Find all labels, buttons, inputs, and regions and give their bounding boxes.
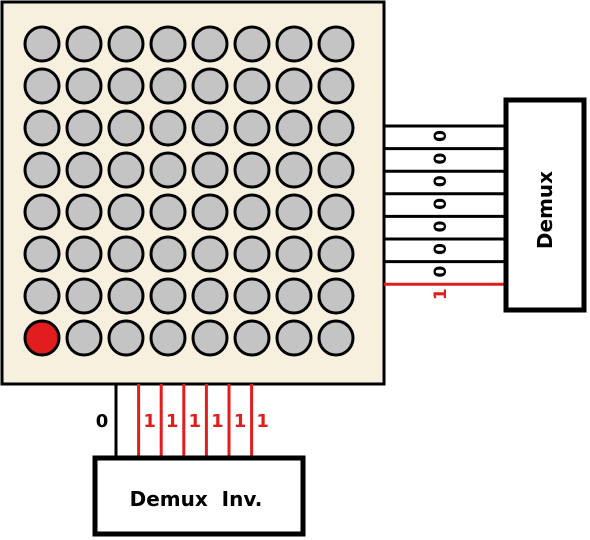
row-value: 1 — [431, 288, 451, 300]
led — [107, 193, 145, 231]
row-value: 0 — [431, 198, 451, 210]
led — [191, 235, 229, 273]
led — [149, 109, 187, 147]
row-value-labels: 0 0 0 0 0 0 0 1 — [431, 130, 451, 300]
led — [233, 109, 271, 147]
led — [23, 67, 61, 105]
led — [65, 151, 103, 189]
led — [149, 193, 187, 231]
bottom-demux-box — [92, 455, 306, 537]
led — [275, 151, 313, 189]
led — [317, 277, 355, 315]
led — [275, 109, 313, 147]
led — [275, 235, 313, 273]
led — [191, 25, 229, 63]
led — [107, 319, 145, 357]
led — [65, 277, 103, 315]
row-value: 0 — [431, 266, 451, 278]
led — [317, 109, 355, 147]
led — [233, 67, 271, 105]
led — [275, 277, 313, 315]
led — [23, 235, 61, 273]
led — [65, 193, 103, 231]
led — [149, 277, 187, 315]
column-value: 1 — [234, 411, 247, 432]
led — [149, 235, 187, 273]
column-value: 1 — [166, 411, 179, 432]
column-value: 0 — [96, 411, 109, 432]
led-matrix-board — [0, 0, 386, 386]
row-wires — [384, 124, 506, 286]
led — [275, 25, 313, 63]
led — [233, 25, 271, 63]
led — [317, 151, 355, 189]
led — [107, 67, 145, 105]
led — [65, 319, 103, 357]
led — [233, 193, 271, 231]
column-value: 1 — [143, 411, 156, 432]
row-value: 0 — [431, 153, 451, 165]
led — [275, 67, 313, 105]
led — [191, 277, 229, 315]
row-value: 0 — [431, 175, 451, 187]
led — [107, 277, 145, 315]
led — [23, 151, 61, 189]
led — [23, 277, 61, 315]
led — [317, 25, 355, 63]
led — [23, 193, 61, 231]
led — [107, 151, 145, 189]
led — [23, 109, 61, 147]
led — [191, 319, 229, 357]
column-value: 1 — [189, 411, 202, 432]
row-value: 0 — [431, 220, 451, 232]
row-value: 0 — [431, 130, 451, 142]
led — [317, 193, 355, 231]
led — [233, 151, 271, 189]
right-demux-label: Demux — [533, 171, 557, 249]
led — [107, 25, 145, 63]
led — [317, 67, 355, 105]
bottom-demux-label: Demux Inv. — [130, 487, 263, 511]
column-wires — [114, 384, 254, 458]
led — [65, 25, 103, 63]
led — [191, 151, 229, 189]
led — [233, 277, 271, 315]
led — [275, 319, 313, 357]
led — [149, 151, 187, 189]
led — [149, 67, 187, 105]
led — [191, 67, 229, 105]
led — [107, 235, 145, 273]
led — [65, 235, 103, 273]
led — [191, 193, 229, 231]
led — [23, 25, 61, 63]
led — [65, 109, 103, 147]
led-grid — [23, 25, 355, 357]
row-value: 0 — [431, 243, 451, 255]
column-value: 1 — [256, 411, 269, 432]
led — [149, 319, 187, 357]
led — [233, 235, 271, 273]
led-lit — [23, 319, 61, 357]
led — [317, 235, 355, 273]
led — [275, 193, 313, 231]
column-value: 1 — [211, 411, 224, 432]
led — [191, 109, 229, 147]
right-demux-box — [503, 97, 587, 313]
led — [107, 109, 145, 147]
led — [65, 67, 103, 105]
led — [149, 25, 187, 63]
led — [317, 319, 355, 357]
led — [233, 319, 271, 357]
